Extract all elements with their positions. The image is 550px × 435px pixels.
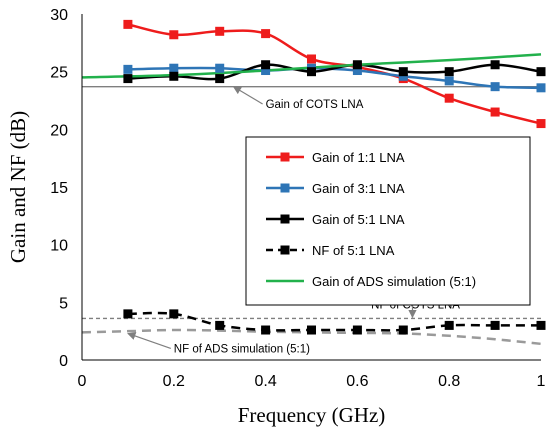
- series-line: [127, 63, 542, 81]
- data-point: [215, 26, 225, 36]
- data-point: [307, 54, 316, 64]
- data-point: [123, 19, 133, 29]
- data-point: [261, 60, 271, 70]
- legend-label: Gain of 5:1 LNA: [312, 212, 405, 227]
- data-point: [169, 309, 179, 319]
- data-point: [215, 74, 225, 84]
- data-point: [307, 67, 316, 77]
- legend-label: Gain of 1:1 LNA: [312, 150, 405, 165]
- legend-label: NF of 5:1 LNA: [312, 243, 395, 258]
- data-point: [261, 325, 271, 335]
- data-point: [444, 320, 454, 330]
- x-axis-title: Frequency (GHz): [238, 403, 386, 427]
- y-tick-label: 20: [50, 122, 68, 139]
- x-tick-label: 0.4: [254, 373, 276, 390]
- x-tick-label: 1: [537, 373, 546, 390]
- legend-swatch-marker: [280, 214, 290, 224]
- data-point: [536, 67, 546, 77]
- data-point: [169, 63, 179, 73]
- data-point: [123, 309, 133, 319]
- data-point: [490, 60, 500, 70]
- data-point: [536, 119, 546, 129]
- series-line: [127, 311, 541, 332]
- data-point: [352, 66, 362, 76]
- legend-swatch-marker: [280, 152, 290, 162]
- data-point: [490, 107, 500, 117]
- series-line: [127, 23, 542, 125]
- x-tick-label: 0: [78, 373, 87, 390]
- reference-lines: [82, 85, 541, 320]
- data-point: [490, 320, 500, 330]
- series-layer: [81, 19, 546, 346]
- data-point: [352, 325, 362, 335]
- data-point: [123, 74, 133, 84]
- annotation-label: Gain of COTS LNA: [266, 99, 364, 111]
- x-tick-label: 0.6: [346, 373, 368, 390]
- legend: Gain of 1:1 LNA Gain of 3:1 LNA Gain of 5:…: [245, 136, 531, 306]
- legend-label: Gain of 3:1 LNA: [312, 181, 405, 196]
- data-point: [215, 63, 225, 73]
- annotation-arrow: [232, 86, 263, 105]
- data-point: [398, 67, 408, 77]
- data-point: [536, 83, 546, 93]
- data-point: [261, 66, 271, 76]
- data-point: [536, 320, 546, 330]
- data-point: [169, 71, 179, 81]
- legend-swatch-marker: [280, 245, 290, 255]
- y-tick-label: 5: [59, 295, 68, 312]
- y-tick-label: 15: [50, 180, 68, 197]
- data-point: [444, 93, 454, 103]
- data-point: [123, 64, 133, 74]
- y-tick-label: 25: [50, 65, 68, 82]
- axes: [81, 14, 541, 361]
- x-tick-label: 0.8: [438, 373, 460, 390]
- data-point: [169, 30, 179, 40]
- y-tick-label: 30: [50, 7, 68, 24]
- legend-label: Gain of ADS simulation (5:1): [312, 274, 476, 289]
- data-point: [398, 71, 408, 81]
- y-axis-title-group: Gain and NF (dB): [6, 111, 30, 263]
- data-point: [490, 82, 500, 92]
- tick-labels: 0 5 10 15 20 25 30 0 0.2 0.4 0.6 0.8 1: [50, 7, 545, 390]
- data-point: [261, 29, 271, 39]
- data-point: [444, 67, 454, 77]
- data-point: [307, 325, 316, 335]
- data-point: [215, 320, 225, 330]
- y-axis-title: Gain and NF (dB): [6, 111, 30, 263]
- legend-box: [245, 136, 531, 306]
- annotation-label: NF of ADS simulation (5:1): [174, 343, 310, 355]
- x-tick-label: 0.2: [163, 373, 185, 390]
- data-point: [352, 60, 362, 70]
- data-point: [398, 325, 408, 335]
- data-point: [444, 76, 454, 86]
- annotation-arrow: [127, 332, 171, 350]
- y-tick-label: 10: [50, 238, 68, 255]
- y-tick-label: 0: [59, 353, 68, 370]
- legend-swatch-marker: [280, 183, 290, 193]
